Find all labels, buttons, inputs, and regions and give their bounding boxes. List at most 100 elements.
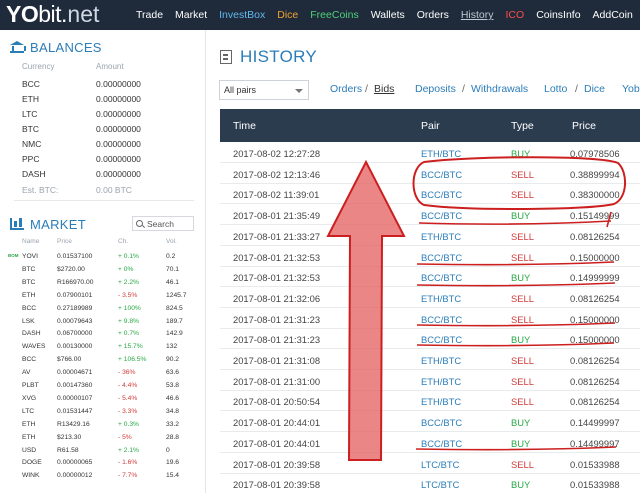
market-price: 0.00000012 xyxy=(57,472,93,480)
history-pair-link[interactable]: LTC/BTC xyxy=(421,479,460,491)
nav-item-investbox[interactable]: InvestBox xyxy=(219,9,266,21)
link-deposits[interactable]: Deposits xyxy=(415,83,456,95)
table-row: 2017-08-01 21:31:00 ETH/BTC SELL 0.08126254 xyxy=(220,371,640,391)
history-title: HISTORY xyxy=(240,47,318,66)
history-type: BUY xyxy=(511,148,531,159)
history-pair-link[interactable]: ETH/BTC xyxy=(421,355,462,366)
pair-select[interactable]: All pairs xyxy=(219,80,309,100)
nav-item-trade[interactable]: Trade xyxy=(136,9,164,21)
history-pair-link[interactable]: BCC/BTC xyxy=(421,168,463,180)
balance-currency: LTC xyxy=(22,109,38,119)
market-search-placeholder: Search xyxy=(147,218,174,229)
balance-currency: PPC xyxy=(22,154,40,164)
col-price[interactable]: Price xyxy=(572,120,596,132)
nav-item-ico[interactable]: ICO xyxy=(505,9,525,21)
table-row: 2017-08-01 21:31:08 ETH/BTC SELL 0.08126254 xyxy=(220,350,640,370)
link-orders[interactable]: Orders xyxy=(330,83,363,95)
history-pair-link[interactable]: BCC/BTC xyxy=(421,189,463,201)
market-change: + 9.8% xyxy=(118,317,140,325)
table-row: 2017-08-01 21:32:06 ETH/BTC SELL 0.08126254 xyxy=(220,288,640,308)
market-price: R13429.16 xyxy=(57,420,90,428)
history-pair-link[interactable]: BCC/BTC xyxy=(421,417,463,429)
history-time: 2017-08-01 20:39:58 xyxy=(233,458,321,470)
nav-item-addcoin[interactable]: AddCoin xyxy=(592,9,633,21)
link-withdrawals[interactable]: Withdrawals xyxy=(471,83,529,95)
nav-item-orders[interactable]: Orders xyxy=(416,9,449,21)
history-pair-link[interactable]: ETH/BTC xyxy=(421,292,462,304)
history-pair-link[interactable]: BCC/BTC xyxy=(421,251,463,263)
market-name: USD xyxy=(22,446,37,454)
market-col-price[interactable]: Price xyxy=(57,238,72,245)
link-separator: / xyxy=(462,83,465,95)
col-pair[interactable]: Pair xyxy=(421,120,440,132)
table-row: 2017-08-02 11:39:01 BCC/BTC SELL 0.38300000 xyxy=(220,184,640,205)
market-volume: 132 xyxy=(166,343,178,351)
history-type: BUY xyxy=(511,479,531,491)
col-time[interactable]: Time xyxy=(233,120,256,132)
history-pair-link[interactable]: BCC/BTC xyxy=(421,334,463,346)
table-row: 2017-08-01 21:32:53 BCC/BTC BUY 0.14999999 xyxy=(220,267,640,288)
history-pair-link[interactable]: BCC/BTC xyxy=(421,272,463,284)
link-separator: / xyxy=(365,83,368,95)
history-type: SELL xyxy=(511,189,534,201)
history-type: BUY xyxy=(511,437,531,449)
link-lotto[interactable]: Lotto xyxy=(544,83,568,95)
history-pair-link[interactable]: ETH/BTC xyxy=(421,375,462,387)
balance-amount: 0.00000000 xyxy=(96,94,141,104)
market-search-input[interactable]: Search xyxy=(132,216,194,231)
history-type: SELL xyxy=(511,292,534,304)
history-pair-link[interactable]: ETH/BTC xyxy=(421,396,462,408)
main-nav: Trade Market InvestBox Dice FreeCoins Wallets… xyxy=(136,0,640,30)
market-price: $213.30 xyxy=(57,433,82,441)
market-change: + 2.1% xyxy=(118,446,140,454)
table-row: 2017-08-01 21:32:53 BCC/BTC SELL 0.15000000 xyxy=(220,247,640,267)
market-name: ETH xyxy=(22,291,36,299)
history-time: 2017-08-01 20:39:58 xyxy=(233,479,321,491)
history-type: SELL xyxy=(511,396,534,408)
nav-item-dice[interactable]: Dice xyxy=(277,9,299,21)
nav-item-freecoins[interactable]: FreeCoins xyxy=(310,9,359,21)
col-type[interactable]: Type xyxy=(511,120,534,132)
market-volume: 142.9 xyxy=(166,330,183,338)
table-row: 2017-08-01 20:44:01 BCC/BTC BUY 0.14499997 xyxy=(220,412,640,433)
market-volume: 15.4 xyxy=(166,472,180,480)
history-pair-link[interactable]: ETH/BTC xyxy=(421,230,462,242)
table-row: 2017-08-01 21:31:23 BCC/BTC SELL 0.15000000 xyxy=(220,309,640,329)
market-change: - 7.7% xyxy=(118,472,138,480)
market-name: AV xyxy=(22,369,31,377)
balances-heading: BALANCES xyxy=(10,39,102,55)
history-pair-link[interactable]: LTC/BTC xyxy=(421,458,460,470)
market-col-name[interactable]: Name xyxy=(22,238,40,245)
link-bids[interactable]: Bids xyxy=(374,83,395,95)
history-time: 2017-08-01 21:31:00 xyxy=(233,375,321,387)
history-time: 2017-08-01 21:32:53 xyxy=(233,272,321,284)
market-name: YOVI xyxy=(22,253,38,260)
market-price: R61.58 xyxy=(57,446,79,454)
top-navbar: YO bit . net Trade Market InvestBox Dice Fre… xyxy=(0,0,640,30)
market-change: - 5% xyxy=(118,433,132,441)
market-col-volume[interactable]: Vol. xyxy=(166,238,177,245)
sidebar: BALANCES xyxy=(0,30,206,493)
history-pair-link[interactable]: BCC/BTC xyxy=(421,210,463,222)
market-change: + 15.7% xyxy=(118,343,143,351)
history-price: 0.08126254 xyxy=(570,375,620,387)
balances-title: BALANCES xyxy=(30,39,102,55)
history-price: 0.38300000 xyxy=(570,189,620,201)
yobit-logo[interactable]: YO bit . net xyxy=(6,1,99,29)
history-pair-link[interactable]: ETH/BTC xyxy=(421,148,462,159)
link-yobi[interactable]: Yobi xyxy=(622,83,640,95)
nav-item-coinsinfo[interactable]: CoinsInfo xyxy=(536,9,581,21)
link-dice[interactable]: Dice xyxy=(584,83,606,95)
market-col-change[interactable]: Ch. xyxy=(118,238,129,245)
history-pair-link[interactable]: BCC/BTC xyxy=(421,437,463,449)
nav-item-wallets[interactable]: Wallets xyxy=(370,9,405,21)
nav-item-history[interactable]: History xyxy=(460,9,494,21)
market-change: - 3.3% xyxy=(118,407,138,415)
market-price: 0.00000107 xyxy=(57,394,93,402)
nav-item-market[interactable]: Market xyxy=(175,9,208,21)
logo-yo: YO xyxy=(6,1,39,27)
market-price: 0.00079643 xyxy=(57,317,93,325)
market-change: + 0% xyxy=(118,265,134,273)
history-time: 2017-08-01 21:31:08 xyxy=(233,355,321,366)
history-pair-link[interactable]: BCC/BTC xyxy=(421,313,463,325)
